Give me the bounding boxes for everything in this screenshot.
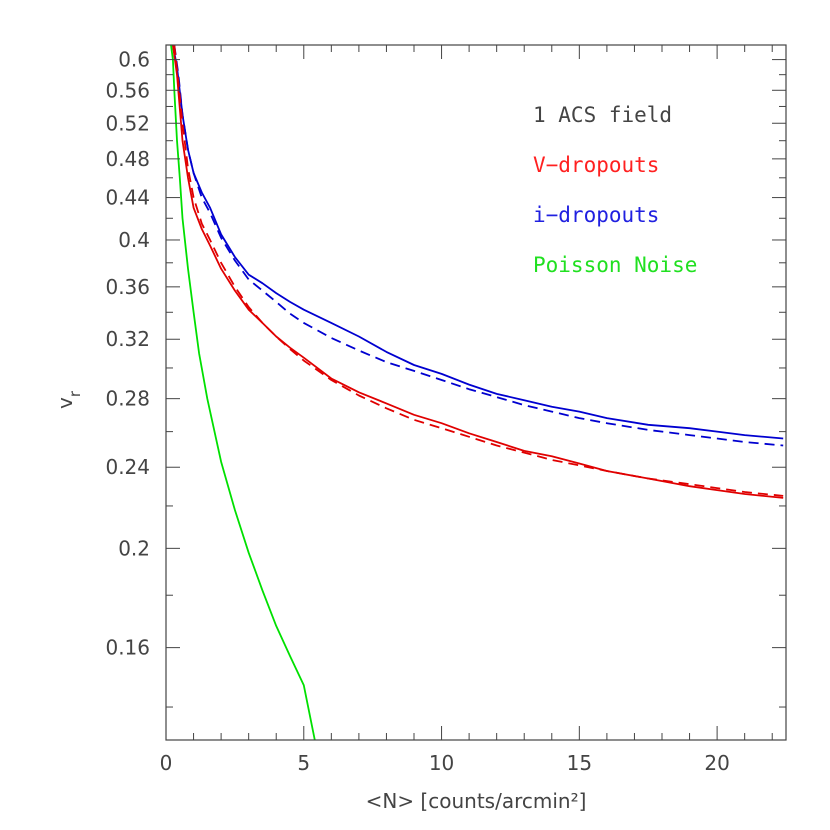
x-tick-label: 20: [704, 751, 729, 775]
y-axis-label: vr: [53, 390, 84, 409]
series-line-4: [170, 45, 316, 740]
plot-area: [170, 45, 784, 740]
y-tick-label: 0.44: [105, 186, 150, 210]
y-tick-label: 0.48: [105, 147, 150, 171]
x-tick-label: 10: [429, 751, 454, 775]
x-tick-label: 5: [297, 751, 310, 775]
series-line-2: [172, 45, 784, 499]
svg-text:vr: vr: [53, 390, 84, 409]
legend-entry-i-dropouts: i−dropouts: [533, 203, 659, 227]
y-tick-label: 0.52: [105, 111, 150, 135]
legend-header: 1 ACS field: [533, 103, 672, 127]
series-line-1: [173, 45, 784, 447]
y-tick-label: 0.28: [105, 387, 150, 411]
y-tick-label: 0.56: [105, 78, 150, 102]
series-line-0: [172, 45, 784, 440]
y-axis-label-subscript: r: [66, 390, 84, 397]
y-tick-label: 0.2: [118, 536, 150, 560]
plot-frame: [165, 44, 787, 741]
y-tick-label: 0.36: [105, 275, 150, 299]
x-tick-label: 0: [160, 751, 173, 775]
y-tick-label: 0.16: [105, 636, 150, 660]
y-tick-label: 0.32: [105, 327, 150, 351]
series-line-3: [173, 45, 784, 497]
axis-ticks: 0 5 10 15 20 0.16 0.2 0.24 0.28 0.32 0.36 0.4 0.44 0.…: [105, 44, 786, 775]
x-axis-label: <N> [counts/arcmin²]: [366, 789, 587, 813]
y-tick-label: 0.6: [118, 48, 150, 72]
y-axis-label-main: v: [53, 397, 77, 409]
legend-entry-poisson-noise: Poisson Noise: [533, 253, 697, 277]
legend: 1 ACS field V−dropouts i−dropouts Poisso…: [533, 103, 697, 277]
y-tick-label: 0.24: [105, 455, 150, 479]
y-tick-label: 0.4: [118, 228, 150, 252]
legend-entry-v-dropouts: V−dropouts: [533, 153, 659, 177]
x-tick-label: 15: [567, 751, 592, 775]
